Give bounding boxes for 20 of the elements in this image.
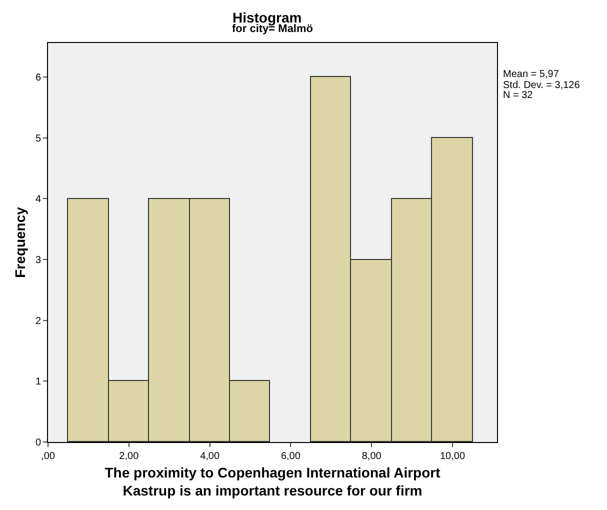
y-axis-title: Frequency — [12, 206, 28, 278]
x-tick-label: 10,00 — [440, 451, 466, 462]
x-tick-label: ,00 — [41, 451, 56, 462]
text: Mean = 5,97 — [503, 69, 560, 80]
y-tick-label: 4 — [35, 194, 42, 206]
x-tick-label: 6,00 — [280, 451, 301, 462]
y-tick-label: 5 — [35, 133, 42, 144]
x-axis-title: The proximity to Copenhagen International Airport Kastrup is an important resource for our firm — [104, 464, 441, 498]
chart-subtitle: for city= Malmö — [232, 23, 314, 35]
chart-title: Histogram — [232, 10, 302, 26]
y-tick-label: 0 — [35, 438, 42, 448]
y-tick-label: 1 — [35, 376, 42, 388]
y-tick-label: 3 — [35, 255, 42, 266]
x-tick-label: 2,00 — [119, 451, 140, 462]
y-tick-label: 6 — [35, 72, 42, 84]
x-tick-label: 8,00 — [362, 451, 382, 462]
y-tick-label: 2 — [35, 316, 42, 327]
text: Std. Dev. = 3,126 — [503, 80, 580, 91]
x-tick-label: 4,00 — [200, 451, 220, 462]
text: N = 32 — [503, 90, 534, 101]
